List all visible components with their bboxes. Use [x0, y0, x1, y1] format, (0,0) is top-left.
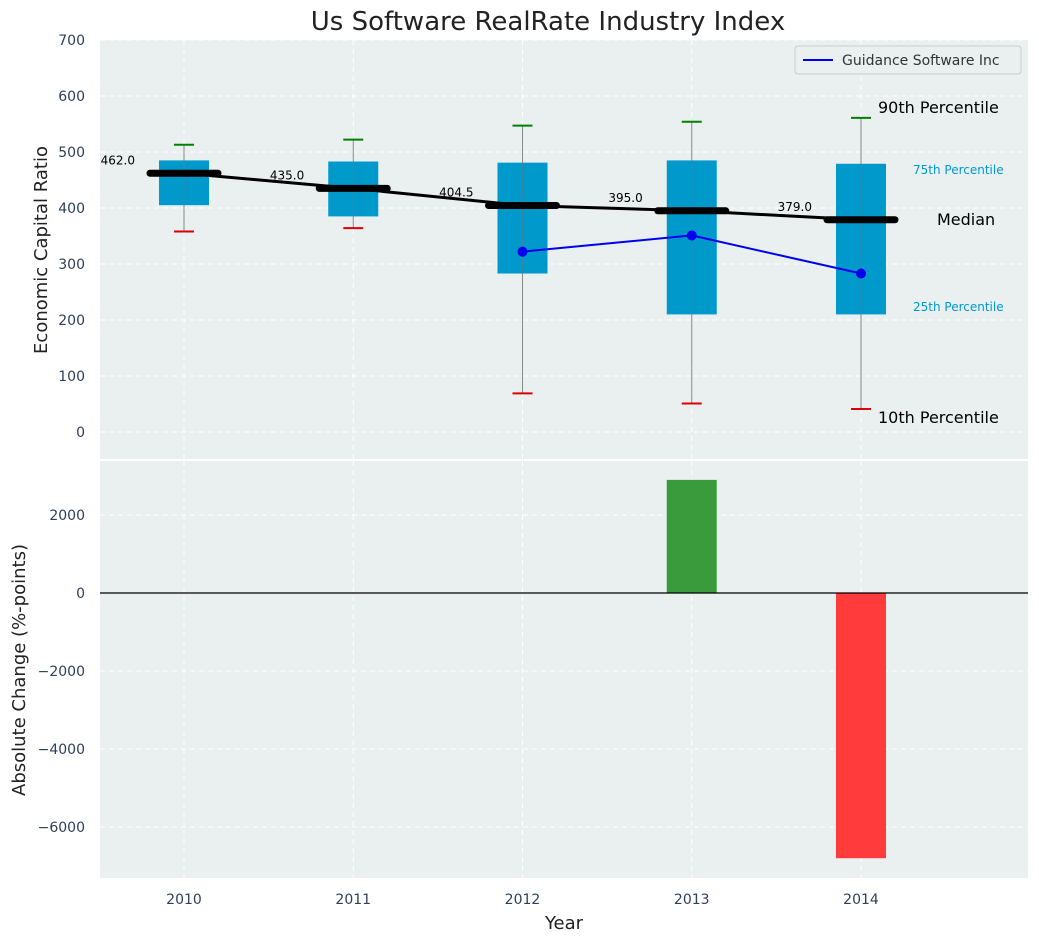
bottom-y-tick-label: 2000: [49, 508, 85, 524]
bottom-y-tick-label: −6000: [38, 820, 85, 836]
top-y-tick-label: 100: [58, 369, 85, 385]
top-y-tick-label: 300: [58, 257, 85, 273]
x-tick-label: 2010: [166, 892, 202, 908]
annotation-median: Median: [937, 210, 995, 229]
bottom-marks: 2010 2011 2012 2013 2014: [100, 479, 1028, 908]
top-y-tick-label: 700: [58, 33, 85, 49]
company-series-point: [686, 230, 697, 241]
top-y-tick-label: 600: [58, 89, 85, 105]
top-y-tick-label: 500: [58, 145, 85, 161]
median-value-label: 462.0: [101, 153, 135, 167]
x-tick-label: 2013: [674, 892, 710, 908]
median-value-label: 379.0: [778, 200, 812, 214]
x-tick-label: 2012: [505, 892, 541, 908]
annotation-p10: 10th Percentile: [878, 408, 999, 427]
change-bar: [836, 593, 886, 859]
bottom-y-tick-label: −4000: [38, 742, 85, 758]
x-tick-label: 2011: [335, 892, 371, 908]
change-bar: [666, 479, 717, 593]
annotation-p25: 25th Percentile: [913, 300, 1004, 314]
annotation-p90: 90th Percentile: [878, 98, 999, 117]
bottom-plot-area: [100, 461, 1028, 878]
top-marks: 462.0 435.0 404.5 395.0 379.0: [101, 116, 899, 411]
legend-label: Guidance Software Inc: [842, 53, 1000, 69]
legend: Guidance Software Inc: [794, 45, 1022, 75]
company-series-point: [856, 268, 866, 279]
median-value-label: 435.0: [270, 168, 304, 182]
legend-box: [794, 45, 1022, 75]
chart-title: Us Software RealRate Industry Index: [311, 7, 785, 37]
annotation-p75: 75th Percentile: [913, 163, 1004, 177]
x-axis-label: Year: [544, 913, 584, 934]
top-y-tick-label: 400: [58, 201, 85, 217]
bottom-y-tick-label: 0: [76, 586, 85, 602]
top-y-axis-label: Economic Capital Ratio: [31, 146, 52, 354]
top-y-tick-label: 200: [58, 313, 85, 329]
top-y-tick-label: 0: [76, 425, 85, 441]
bottom-y-axis-label: Absolute Change (%-points): [9, 544, 30, 796]
bottom-grid: −6000 −4000 −2000 0 2000: [38, 461, 1028, 878]
company-series-point: [517, 246, 528, 257]
x-tick-label: 2014: [843, 892, 879, 908]
median-value-label: 395.0: [608, 191, 642, 205]
median-value-label: 404.5: [439, 185, 473, 199]
bottom-y-tick-label: −2000: [38, 664, 85, 680]
